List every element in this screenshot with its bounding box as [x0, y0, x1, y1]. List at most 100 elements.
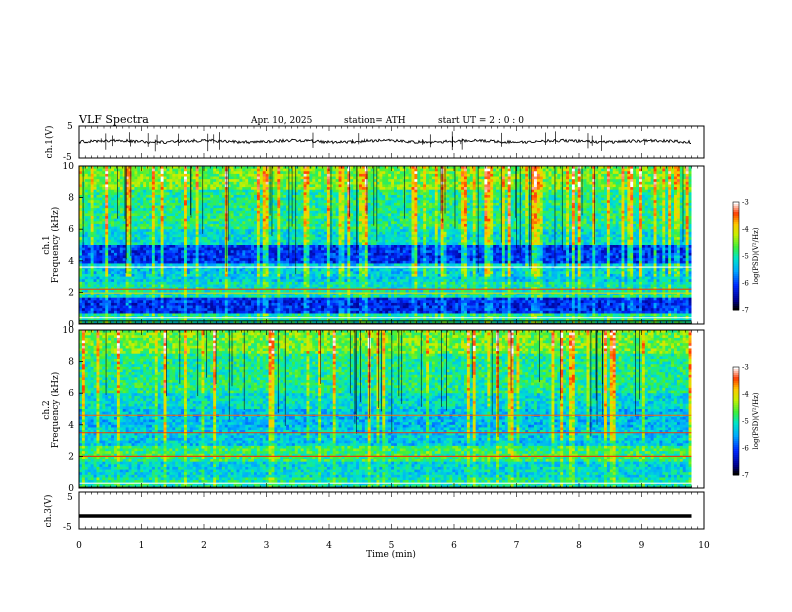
ch3-waveform-panel: 5 -5 ch.3(V) — [43, 491, 705, 533]
ch3-ytick-top: 5 — [67, 493, 73, 503]
colorbar-cell — [733, 441, 739, 444]
x-tick-label: 1 — [139, 541, 145, 551]
spectrogram-ytick-label: 4 — [68, 257, 74, 267]
colorbar-cell — [733, 256, 739, 259]
colorbar-cell — [733, 423, 739, 426]
colorbar-cell — [733, 296, 739, 299]
colorbar-cell — [733, 439, 739, 442]
colorbar-cell — [733, 216, 739, 219]
colorbar-cell — [733, 282, 739, 285]
colorbar-cell — [733, 202, 739, 205]
colorbar-cell — [733, 266, 739, 269]
colorbar-cell — [733, 397, 739, 400]
colorbar-tick-label: -6 — [742, 280, 749, 288]
colorbar-cell — [733, 308, 739, 311]
colorbar-cell — [733, 429, 739, 432]
colorbar-cell — [733, 210, 739, 213]
spectrogram-ytick-label: 4 — [68, 421, 74, 431]
time-tick-marks — [78, 126, 705, 529]
date-label: Apr. 10, 2025 — [250, 116, 313, 126]
colorbar-cell — [733, 218, 739, 221]
colorbar-tick-label: -5 — [742, 253, 749, 261]
ch1-ytick-top: 5 — [67, 122, 73, 132]
colorbar-cell — [733, 272, 739, 275]
colorbar-cell — [733, 411, 739, 414]
colorbar-tick-label: -3 — [742, 364, 749, 372]
colorbar-cell — [733, 304, 739, 307]
ch3-waveform-ylabel: ch.3(V) — [43, 495, 54, 528]
colorbar-cell — [733, 238, 739, 241]
colorbar-cell — [733, 379, 739, 382]
colorbar-cell — [733, 288, 739, 291]
colorbar-cell — [733, 459, 739, 462]
colorbar-cell — [733, 399, 739, 402]
colorbar-cell — [733, 294, 739, 297]
x-tick-label: 3 — [264, 541, 270, 551]
colorbar-cell — [733, 391, 739, 394]
colorbar-cell — [733, 204, 739, 207]
colorbar-cell — [733, 220, 739, 223]
spectrogram-ytick-label: 0 — [68, 484, 74, 494]
colorbar-cell — [733, 437, 739, 440]
colorbar-cell — [733, 393, 739, 396]
colorbar-cell — [733, 280, 739, 283]
ch1-spectrogram-ylabel: Frequency (kHz) — [50, 207, 61, 284]
ch2-spectrogram-ylabel: Frequency (kHz) — [50, 372, 61, 449]
colorbar-cell — [733, 417, 739, 420]
colorbar-cell — [733, 208, 739, 211]
figure-title: VLF Spectra — [78, 113, 149, 126]
colorbar-cell — [733, 401, 739, 404]
colorbar-cell — [733, 298, 739, 301]
colorbar-cell — [733, 381, 739, 384]
colorbar-cell — [733, 230, 739, 233]
colorbar-cell — [733, 224, 739, 227]
spectrogram-ytick-label: 10 — [63, 162, 75, 172]
x-axis-tick-labels: 0 1 2 3 4 5 6 7 8 9 10 — [76, 541, 710, 551]
colorbar-cell — [733, 246, 739, 249]
colorbar-cell — [733, 413, 739, 416]
colorbar-cell — [733, 276, 739, 279]
colorbar-cell — [733, 465, 739, 468]
colorbar-cell — [733, 469, 739, 472]
colorbar-frame — [732, 366, 740, 476]
spectrogram-ytick-label: 0 — [68, 320, 74, 330]
colorbar-cell — [733, 306, 739, 309]
colorbar-cell — [733, 248, 739, 251]
colorbar-cell — [733, 260, 739, 263]
spectrogram-ytick-label: 8 — [68, 358, 74, 368]
x-axis-label: Time (min) — [366, 549, 416, 560]
colorbar-cell — [733, 433, 739, 436]
colorbar-cell — [733, 236, 739, 239]
colorbar-cell — [733, 254, 739, 257]
ch1-spectrogram-panel: 0 2 4 6 8 10 ch.1 Frequency (kHz) -3 -4 -5 -6 -7 l… — [42, 162, 760, 330]
x-tick-label: 5 — [389, 541, 395, 551]
colorbar-cell — [733, 244, 739, 247]
start-ut-label: start UT = 2 : 0 : 0 — [438, 116, 524, 126]
colorbar-cell — [733, 234, 739, 237]
spectrogram-ytick-label: 8 — [68, 194, 74, 204]
ch2-colorbar: -3 -4 -5 -6 -7 log(PSD)(V²/Hz) — [732, 364, 760, 480]
ch1-waveform-trace — [78, 131, 691, 152]
colorbar-cell — [733, 409, 739, 412]
colorbar-cell — [733, 453, 739, 456]
ch1-spectrogram-image — [79, 166, 704, 325]
spectrogram-ytick-label: 6 — [68, 389, 74, 399]
colorbar-cell — [733, 407, 739, 410]
ch1-spectrogram-yticks: 0 2 4 6 8 10 — [63, 162, 83, 330]
colorbar-cell — [733, 369, 739, 372]
colorbar-cell — [733, 443, 739, 446]
colorbar-cell — [733, 467, 739, 470]
colorbar-cell — [733, 264, 739, 267]
colorbar-cell — [733, 395, 739, 398]
colorbar-cell — [733, 222, 739, 225]
colorbar-cell — [733, 461, 739, 464]
colorbar-cell — [733, 463, 739, 466]
colorbar-cell — [733, 387, 739, 390]
spectrogram-ytick-label: 6 — [68, 225, 74, 235]
colorbar-cell — [733, 300, 739, 303]
x-tick-label: 10 — [698, 541, 710, 551]
spectrogram-ytick-label: 2 — [68, 452, 74, 462]
colorbar-cell — [733, 445, 739, 448]
x-tick-label: 9 — [639, 541, 645, 551]
